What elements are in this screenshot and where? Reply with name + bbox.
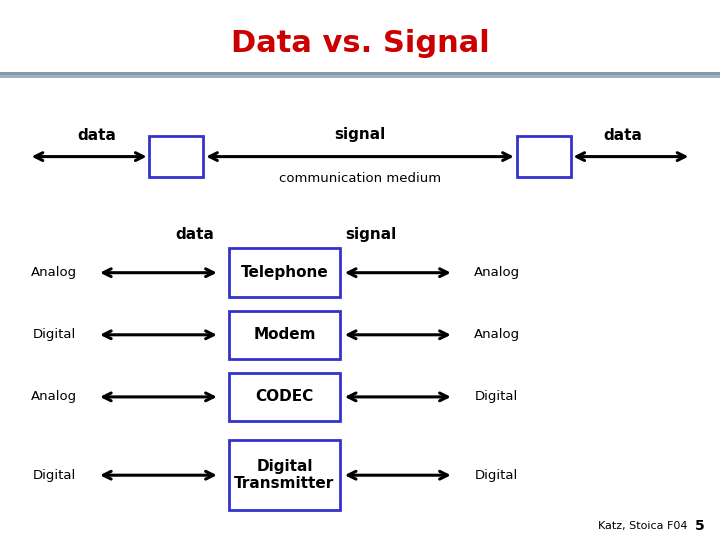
Text: Analog: Analog — [31, 390, 77, 403]
Text: data: data — [78, 127, 117, 143]
Text: data: data — [603, 127, 642, 143]
Bar — [0, 75, 720, 78]
Text: Analog: Analog — [474, 266, 520, 279]
Text: signal: signal — [345, 227, 397, 242]
Text: CODEC: CODEC — [256, 389, 313, 404]
Text: Digital: Digital — [475, 469, 518, 482]
Bar — [150, 137, 203, 177]
Bar — [229, 248, 341, 297]
Text: Digital
Transmitter: Digital Transmitter — [234, 459, 335, 491]
Bar — [229, 440, 341, 510]
Text: Digital: Digital — [475, 390, 518, 403]
Text: Katz, Stoica F04: Katz, Stoica F04 — [598, 522, 687, 531]
Bar — [229, 310, 341, 359]
Bar — [517, 137, 571, 177]
Text: Analog: Analog — [31, 266, 77, 279]
Bar — [229, 373, 341, 421]
Text: data: data — [175, 227, 214, 242]
Text: Telephone: Telephone — [240, 265, 328, 280]
Text: communication medium: communication medium — [279, 172, 441, 185]
Text: Analog: Analog — [474, 328, 520, 341]
Bar — [0, 72, 720, 78]
Text: signal: signal — [334, 127, 386, 143]
Text: Data vs. Signal: Data vs. Signal — [230, 29, 490, 58]
Text: Modem: Modem — [253, 327, 315, 342]
Text: Digital: Digital — [32, 328, 76, 341]
Text: Digital: Digital — [32, 469, 76, 482]
Text: 5: 5 — [695, 519, 705, 534]
